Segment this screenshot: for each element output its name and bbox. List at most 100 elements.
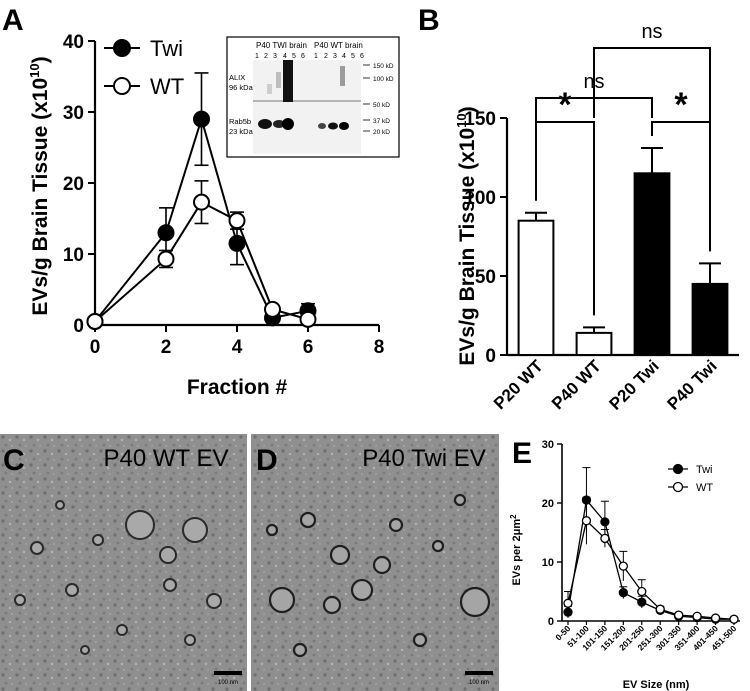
panel-b-y-tick-label: 100: [464, 188, 496, 209]
panel-e-point-wt: [710, 613, 721, 623]
em-vesicle: [412, 632, 428, 648]
em-vesicle: [372, 555, 392, 575]
legend-marker-wt: [672, 481, 684, 493]
em-vesicle: [431, 539, 445, 553]
panel-letter-a: A: [2, 4, 24, 37]
em-vesicle: [55, 500, 65, 510]
blot-lane-number: 2: [324, 53, 328, 60]
panel-a-point-wt: [193, 193, 210, 211]
panel-b: B 0 50 100 150 P20 WT P40 WT P20 Twi P40 Twi * *…: [418, 4, 739, 414]
em-vesicle: [92, 534, 104, 546]
em-vesicle: [292, 642, 308, 658]
em-vesicle: [322, 595, 342, 615]
blot-marker-label: 20 kD: [373, 129, 390, 136]
em-vesicle: [265, 523, 279, 537]
panel-e-series-line-twi: [567, 498, 734, 620]
em-vesicle: [459, 586, 491, 618]
em-vesicle: [125, 510, 155, 540]
em-vesicle: [453, 493, 467, 507]
panel-a-point-wt: [264, 300, 281, 318]
panel-e-point-wt: [655, 604, 665, 614]
panel-a: A 0 10 20 30 40 0 2 4 6 8 Twi WT Fraction # EVs/g …: [2, 4, 384, 399]
panel-b-x-tick-label: P20 WT: [490, 356, 547, 413]
em-vesicle: [116, 624, 128, 636]
panel-a-x-tick-label: 0: [90, 337, 101, 358]
panel-e-point-wt: [692, 611, 702, 621]
panel-b-y-tick-label: 0: [485, 346, 496, 367]
em-vesicle: [65, 583, 79, 597]
em-vesicle: [30, 541, 44, 555]
panel-e: E 01020300-5051-100101-150151-200201-250…: [509, 437, 740, 691]
panel-b-x-tick-label: P40 WT: [548, 356, 605, 413]
panel-letter-e: E: [512, 437, 532, 470]
panel-e-point-wt: [563, 598, 573, 608]
em-vesicle: [268, 586, 296, 614]
legend-marker-wt: [113, 77, 131, 95]
panel-a-legend: Twi WT: [104, 36, 184, 99]
em-vesicle: [299, 511, 317, 529]
scale-bar: [214, 671, 242, 675]
legend-marker-twi: [113, 39, 131, 57]
panel-e-point-wt: [674, 610, 684, 620]
panel-a-y-tick-label: 20: [63, 174, 84, 195]
scale-bar-label: 100 nm: [469, 680, 489, 686]
panel-e-y-tick-label: 30: [542, 439, 554, 451]
blot-rab5b-band: [258, 119, 272, 129]
em-vesicle: [350, 578, 374, 602]
blot-alix-faint-band: [267, 84, 272, 94]
panel-b-y-axis-title-sup: 10: [454, 113, 469, 127]
panel-b-bar: [517, 219, 555, 356]
panel-a-y-axis-title: EVs/g Brain Tissue (x1010): [27, 56, 52, 315]
blot-rab5b-band: [318, 123, 326, 129]
blot-alix-band: [283, 60, 293, 102]
panel-e-legend: Twi WT: [668, 463, 713, 494]
panel-b-y-tick-label: 150: [464, 109, 496, 130]
panel-e-y-axis-title-main: EVs per 2μm: [511, 519, 523, 586]
panel-e-y-axis-title: EVs per 2μm2: [509, 514, 523, 586]
panel-a-axes: 0 10 20 30 40 0 2 4 6 8: [63, 32, 384, 358]
panel-a-point-wt: [228, 212, 246, 230]
panel-c: C P40 WT EV 100 nm: [0, 434, 247, 691]
panel-b-y-axis-title-main: EVs/g Brain Tissue (x10: [456, 128, 479, 366]
em-vesicle: [163, 578, 177, 592]
panel-e-y-axis-title-sup: 2: [509, 514, 518, 519]
panel-e-point-wt: [600, 533, 610, 544]
panel-a-point-wt: [299, 310, 317, 328]
blot-lane-number: 6: [360, 53, 364, 60]
panel-a-x-tick-label: 8: [374, 337, 385, 358]
panel-a-x-tick-label: 2: [161, 337, 172, 358]
panel-b-x-tick-label: P40 Twi: [664, 356, 721, 413]
blot-alix-label: ALIX: [229, 73, 245, 82]
panel-a-y-tick-label: 10: [63, 245, 84, 266]
em-vesicle: [159, 546, 177, 564]
panel-e-point-twi: [600, 517, 610, 527]
panel-letter-b: B: [418, 4, 440, 37]
panel-e-y-tick-label: 20: [542, 498, 554, 510]
panel-b-bar: [575, 331, 613, 357]
panel-e-y-tick-label: 0: [548, 616, 554, 628]
panel-a-y-axis-title-main: EVs/g Brain Tissue (x10: [29, 78, 52, 316]
blot-rab5b-band: [282, 118, 294, 130]
blot-marker-label: 100 kD: [373, 76, 394, 83]
panel-e-series-line-wt: [567, 519, 735, 620]
blot-marker-label: 37 kD: [373, 118, 390, 125]
blot-lane-number: 5: [292, 53, 296, 60]
significance-label: *: [674, 86, 688, 124]
em-image-wt: [0, 434, 247, 691]
blot-lane-number: 6: [301, 53, 305, 60]
panel-a-y-axis-title-close: ): [29, 56, 52, 63]
em-vesicle: [182, 517, 208, 543]
panel-b-bar: [633, 172, 671, 356]
scale-bar-label: 100 nm: [218, 680, 238, 686]
panel-b-y-tick-label: 50: [475, 267, 496, 288]
legend-label-twi: Twi: [150, 36, 183, 61]
panel-a-point-wt: [86, 312, 104, 330]
panel-d: D P40 Twi EV 100 nm: [251, 434, 499, 691]
blot-header-right: P40 WT brain: [314, 41, 363, 50]
blot-marker-label: 50 kD: [373, 102, 390, 109]
blot-lane-number: 1: [314, 53, 318, 60]
